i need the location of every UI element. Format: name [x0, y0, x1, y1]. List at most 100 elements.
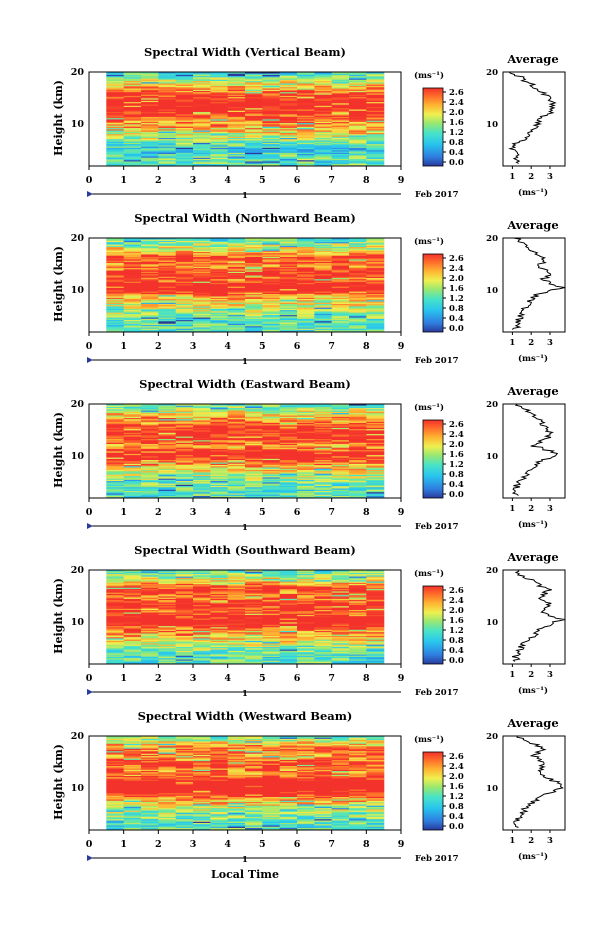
y-tick-10: 10 [71, 451, 85, 462]
heatmap-cell [314, 323, 333, 325]
heatmap-cell [262, 120, 281, 122]
heatmap-cell [227, 308, 246, 311]
heatmap-cell [262, 277, 281, 280]
heatmap-cell [262, 657, 281, 660]
heatmap-cell [158, 657, 177, 660]
heatmap-cell [314, 475, 333, 478]
heatmap-cell [210, 654, 229, 656]
heatmap-cell [314, 307, 333, 309]
heatmap-cell [193, 480, 211, 483]
heatmap-cell [262, 131, 281, 134]
heatmap-cell [314, 490, 333, 493]
heatmap-cell [141, 320, 159, 323]
heatmap-cell [262, 607, 281, 609]
heatmap-cell [123, 633, 142, 635]
heatmap-cell [141, 126, 159, 129]
heatmap-cell [279, 635, 298, 638]
heatmap-cell [366, 413, 385, 416]
heatmap-cell [262, 412, 281, 415]
heatmap-cell [175, 405, 194, 407]
panel-1: Spectral Width (Northward Beam) Height (… [52, 211, 566, 367]
heatmap-cell [141, 592, 159, 594]
heatmap-cell [106, 288, 125, 291]
heatmap-cell [245, 475, 263, 478]
heatmap-cell [227, 296, 246, 298]
heatmap-cell [262, 95, 281, 98]
heatmap-cell [331, 638, 350, 640]
heatmap-cell [106, 268, 125, 271]
heatmap-cell [193, 408, 211, 411]
heatmap-cell [106, 404, 125, 406]
heatmap-cell [106, 609, 125, 612]
heatmap-cell [331, 154, 350, 157]
heatmap-cell [314, 642, 333, 645]
heatmap-cell [279, 287, 298, 290]
x-tick-label: 9 [398, 175, 405, 186]
heatmap-cell [158, 475, 177, 478]
heatmap-cell [297, 151, 315, 153]
heatmap-cell [331, 238, 350, 240]
heatmap-cell [227, 411, 246, 414]
heatmap-cell [245, 252, 263, 255]
heatmap-cell [349, 241, 367, 244]
heatmap-cell [262, 161, 281, 163]
heatmap-cell [210, 81, 229, 84]
heatmap-cell [349, 462, 367, 464]
heatmap-cell [245, 581, 263, 583]
heatmap-cell [366, 80, 385, 83]
heatmap-cell [106, 646, 125, 649]
heatmap-cell [366, 93, 385, 95]
heatmap-cell [158, 481, 177, 484]
heatmap-cell [245, 436, 263, 438]
heatmap-cell [123, 583, 142, 586]
heatmap-cell [262, 654, 281, 656]
heatmap-cell [141, 594, 159, 597]
heatmap-cell [297, 286, 315, 288]
heatmap-cell [245, 135, 263, 137]
colorbar [422, 87, 444, 167]
heatmap-cell [314, 410, 333, 412]
heatmap-cell [279, 469, 298, 472]
heatmap-cell [158, 242, 177, 245]
heatmap-cell [331, 459, 350, 462]
heatmap-cell [123, 247, 142, 250]
heatmap-cell [279, 651, 298, 654]
heatmap-cell [123, 452, 142, 454]
heatmap-cell [175, 452, 194, 454]
y-tick-10: 10 [71, 285, 85, 296]
heatmap-cell [349, 299, 367, 302]
heatmap-cell [245, 429, 263, 432]
heatmap-cell [175, 296, 194, 298]
heatmap-cell [331, 80, 350, 83]
heatmap-cell [227, 598, 246, 601]
heatmap-cell [314, 149, 333, 152]
heatmap-cell [193, 143, 211, 146]
heatmap-cell [193, 630, 211, 633]
heatmap-cell [349, 584, 367, 587]
heatmap-cell [349, 287, 367, 290]
heatmap-cell [366, 486, 385, 489]
heatmap-cell [123, 451, 142, 453]
heatmap-cell [245, 130, 263, 132]
heatmap-cell [262, 272, 281, 275]
heatmap-cell [262, 116, 281, 119]
heatmap-cell [279, 594, 298, 597]
heatmap-cell [158, 407, 177, 410]
heatmap-cell [245, 261, 263, 264]
heatmap-cell [349, 93, 367, 95]
heatmap-cell [262, 285, 281, 287]
heatmap-cell [227, 488, 246, 490]
heatmap-cell [227, 418, 246, 421]
colorbar-tick-label: 0.4 [449, 314, 464, 324]
heatmap-cell [297, 587, 315, 589]
heatmap-cell [349, 324, 367, 327]
heatmap-cell [158, 490, 177, 493]
heatmap-cell [331, 280, 350, 282]
heatmap-cell [279, 446, 298, 448]
heatmap-cell [227, 436, 246, 438]
heatmap-cell [349, 619, 367, 622]
heatmap-cell [158, 105, 177, 108]
heatmap-cell [106, 623, 125, 625]
colorbar-tick-label: 2.6 [449, 420, 464, 430]
heatmap-cell [106, 314, 125, 317]
